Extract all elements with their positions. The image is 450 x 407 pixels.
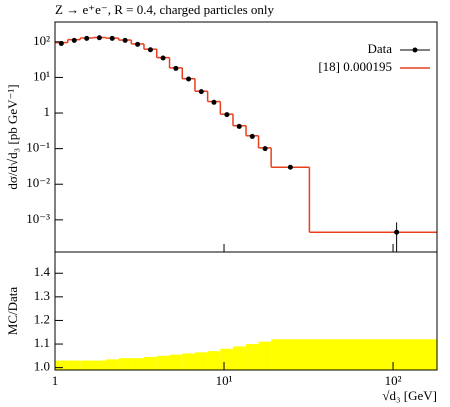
data-point (147, 47, 153, 53)
ratio-y-tick-label: 1.0 (34, 359, 50, 374)
ratio-band (169, 354, 183, 370)
ratio-band (93, 360, 106, 370)
y-tick-label: 10⁻² (26, 175, 50, 190)
ratio-frame (54, 251, 438, 371)
y-tick-label: 10¹ (33, 68, 50, 83)
ratio-band (80, 360, 94, 370)
data-point (287, 164, 293, 170)
ratio-band (131, 358, 144, 370)
ratio-y-tick-label: 1.4 (34, 264, 51, 279)
chart-title: Z → e⁺e⁻, R = 0.4, charged particles onl… (55, 2, 275, 17)
ratio-band (143, 357, 157, 370)
main-frame (54, 21, 438, 253)
ratio-axis-label: MC/Data (5, 287, 20, 336)
data-point (249, 133, 255, 139)
ratio-band (182, 353, 195, 370)
ratio-band (67, 360, 81, 370)
ratio-band (194, 352, 208, 370)
data-point (135, 41, 141, 47)
ratio-band (309, 339, 437, 370)
ratio-y-tick-label: 1.2 (34, 311, 50, 326)
ratio-band (246, 344, 259, 370)
data-point (236, 123, 242, 129)
ratio-band (258, 341, 272, 370)
x-tick-label: 10² (385, 373, 402, 388)
ratio-panel (55, 339, 437, 370)
legend-label: Data (367, 41, 392, 56)
data-point (71, 37, 77, 43)
data-point (211, 99, 217, 105)
data-point (262, 146, 268, 152)
legend-swatch (412, 47, 418, 53)
ratio-y-tick-label: 1.1 (34, 335, 50, 350)
data-point (224, 112, 230, 118)
data-point (186, 76, 192, 82)
y-tick-label: 10² (33, 33, 50, 48)
axes: 1 10¹ 10² 10⁻³ 10⁻² 10⁻¹ 1 10¹ 10² 1.0 1.1 1.2 1.3 1.… (26, 33, 401, 388)
y-tick-label: 10⁻¹ (26, 140, 50, 155)
data-point (96, 35, 102, 41)
y-tick-label: 1 (44, 104, 51, 119)
ratio-band (207, 351, 221, 370)
data-point (84, 35, 90, 41)
ratio-band (156, 355, 170, 370)
data-point (198, 89, 204, 95)
ratio-band (105, 359, 119, 370)
ratio-y-tick-label: 1.3 (34, 288, 50, 303)
ratio-band (220, 348, 233, 370)
data-point (394, 229, 400, 235)
x-tick-label: 10¹ (216, 373, 233, 388)
x-axis-label: √d₃ [GeV] (382, 388, 437, 403)
data-point (160, 55, 166, 61)
x-tick-label: 1 (52, 373, 59, 388)
y-axis-label: dσ/d√d₃ [pb GeV⁻¹] (5, 84, 20, 189)
legend-label: [18] 0.000195 (318, 59, 392, 74)
data-point (122, 37, 128, 43)
data-point (173, 65, 179, 71)
ratio-band (271, 339, 310, 370)
ratio-band (232, 346, 247, 370)
data-point (109, 35, 115, 41)
ratio-band (118, 358, 132, 370)
y-tick-label: 10⁻³ (26, 211, 50, 226)
ratio-band (55, 360, 68, 370)
